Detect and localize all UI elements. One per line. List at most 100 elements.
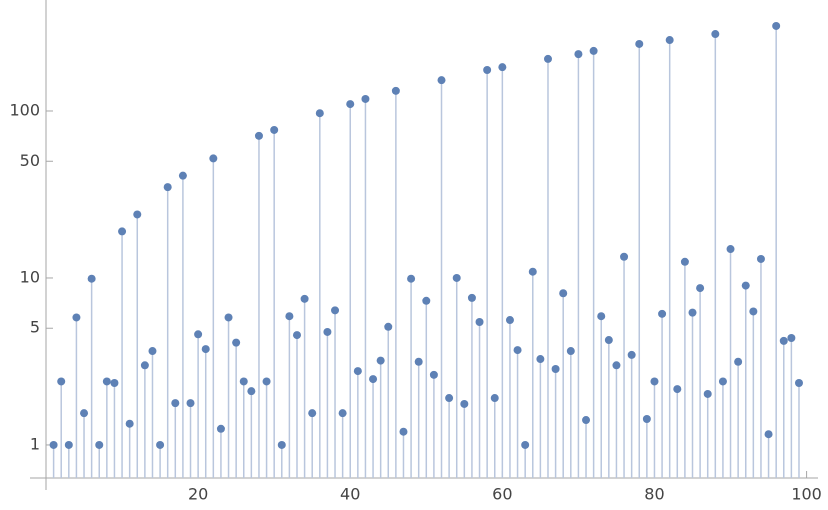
point: [369, 375, 378, 384]
point: [452, 273, 461, 282]
point: [118, 227, 127, 236]
point: [376, 356, 385, 365]
point: [391, 86, 400, 95]
point: [407, 274, 416, 283]
point: [612, 361, 621, 370]
point: [308, 409, 317, 418]
point: [772, 21, 781, 30]
y-tick-label: 1: [30, 434, 40, 453]
point: [696, 284, 705, 293]
x-tick-label: 100: [791, 485, 822, 504]
point: [642, 415, 651, 424]
point: [566, 347, 575, 356]
point: [756, 254, 765, 263]
point: [779, 336, 788, 345]
x-tick-label: 20: [188, 485, 208, 504]
point: [254, 131, 263, 140]
x-tick-label: 60: [492, 485, 512, 504]
point: [194, 330, 203, 339]
point: [140, 361, 149, 370]
point: [315, 109, 324, 118]
point: [528, 267, 537, 276]
point: [72, 313, 81, 322]
point: [703, 389, 712, 398]
point: [505, 316, 514, 325]
point: [437, 76, 446, 85]
y-tick-label: 5: [30, 318, 40, 337]
point: [125, 419, 134, 428]
point: [399, 427, 408, 436]
point: [346, 100, 355, 109]
point: [741, 281, 750, 290]
point: [178, 171, 187, 180]
point: [277, 440, 286, 449]
point: [224, 313, 233, 322]
point: [734, 357, 743, 366]
point: [597, 312, 606, 321]
point: [338, 409, 347, 418]
point: [726, 245, 735, 254]
point: [64, 440, 73, 449]
point: [414, 357, 423, 366]
point: [201, 345, 210, 354]
y-tick-label: 10: [20, 267, 40, 286]
point: [635, 39, 644, 48]
point: [353, 367, 362, 376]
point: [559, 289, 568, 298]
point: [87, 274, 96, 283]
point: [323, 327, 332, 336]
point: [95, 440, 104, 449]
point: [543, 54, 552, 63]
point: [460, 399, 469, 408]
point: [680, 257, 689, 266]
x-tick-label: 40: [340, 485, 360, 504]
point: [163, 183, 172, 192]
point: [787, 334, 796, 343]
point: [361, 94, 370, 103]
point: [209, 154, 218, 163]
point: [247, 387, 256, 396]
y-tick-label: 50: [20, 151, 40, 170]
point: [673, 385, 682, 394]
point: [620, 252, 629, 261]
point: [574, 50, 583, 59]
point: [232, 338, 241, 347]
point: [794, 378, 803, 387]
point: [110, 378, 119, 387]
point: [239, 377, 248, 386]
point: [711, 30, 720, 39]
point: [384, 322, 393, 331]
point: [665, 36, 674, 45]
y-tick-label: 100: [9, 100, 40, 119]
point: [429, 370, 438, 379]
point: [156, 440, 165, 449]
point: [589, 46, 598, 55]
point: [627, 350, 636, 359]
point: [764, 430, 773, 439]
point: [80, 409, 89, 418]
point: [688, 308, 697, 317]
point: [331, 306, 340, 315]
point: [300, 294, 309, 303]
point: [216, 424, 225, 433]
point: [551, 365, 560, 374]
point: [718, 377, 727, 386]
point: [475, 317, 484, 326]
point: [262, 377, 271, 386]
point: [171, 399, 180, 408]
point: [148, 347, 157, 356]
point: [133, 210, 142, 219]
point: [650, 377, 659, 386]
point: [270, 125, 279, 134]
point: [186, 399, 195, 408]
point: [292, 331, 301, 340]
point: [49, 440, 58, 449]
point: [285, 312, 294, 321]
point: [445, 394, 454, 403]
point: [521, 440, 530, 449]
point: [483, 65, 492, 74]
point: [513, 346, 522, 355]
point: [658, 309, 667, 318]
point: [57, 377, 66, 386]
